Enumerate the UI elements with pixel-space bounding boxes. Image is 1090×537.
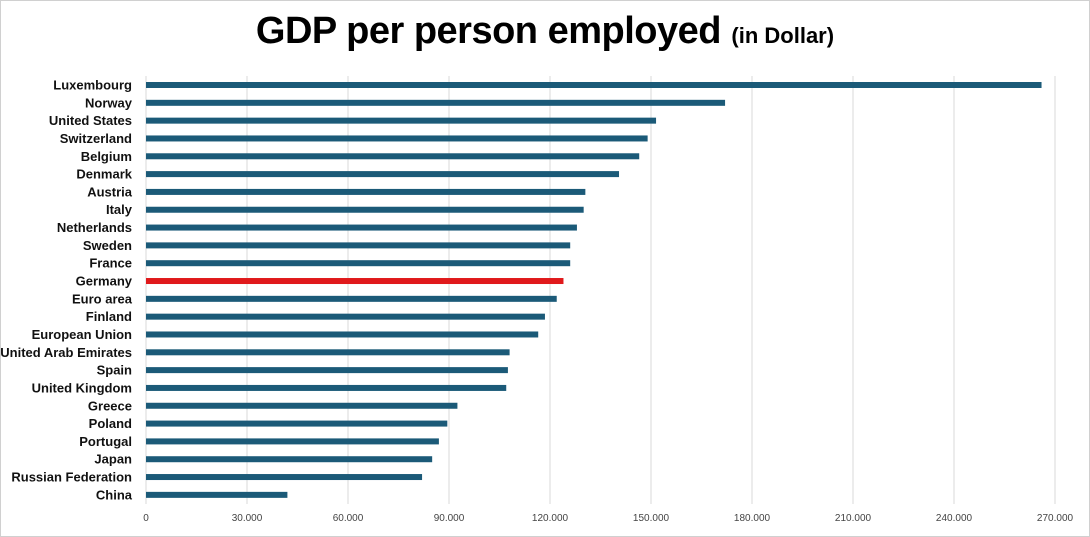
category-label: Euro area [72,291,133,306]
category-label: Denmark [76,167,132,182]
bar-finland [146,313,545,320]
category-label: Spain [97,363,132,378]
bar-greece [146,402,458,409]
x-tick-label: 240.000 [936,513,973,524]
bar-russian-federation [146,474,423,481]
bar-european-union [146,331,539,338]
gridlines [145,76,1056,504]
bar-china [146,491,288,498]
bar-netherlands [146,224,577,231]
bar-switzerland [146,135,648,142]
bar-euro-area [146,295,557,302]
category-label: Poland [89,416,132,431]
bar-spain [146,367,508,374]
category-label: Norway [85,95,133,110]
bar-denmark [146,171,620,178]
category-label: Russian Federation [11,470,132,485]
category-label: Belgium [81,149,132,164]
category-label: China [96,487,133,502]
category-label: Sweden [83,238,132,253]
x-tick-label: 60.000 [333,513,364,524]
category-label: United Arab Emirates [0,345,132,360]
x-tick-label: 270.000 [1037,513,1074,524]
category-label: European Union [32,327,132,342]
category-label: Netherlands [57,220,132,235]
x-tick-label: 30.000 [232,513,263,524]
category-labels: Luxembourg Norway United States Switzerland… [0,78,133,503]
bar-united-kingdom [146,384,507,391]
category-label: Switzerland [60,131,132,146]
category-label: Luxembourg [53,78,132,93]
bar-japan [146,456,433,463]
category-label: Japan [94,452,132,467]
category-label: United States [49,113,132,128]
x-tick-label: 210.000 [835,513,872,524]
x-axis-tick-labels: 0 30.000 60.000 90.000 120.000 150.000 180.000… [143,513,1073,524]
category-label: France [89,256,132,271]
bar-belgium [146,153,640,160]
category-label: Portugal [79,434,132,449]
bar-italy [146,206,584,213]
bar-germany [146,278,564,285]
bar-austria [146,188,586,195]
bar-france [146,260,571,267]
category-label: United Kingdom [32,380,132,395]
bar-poland [146,420,448,427]
category-label: Italy [106,202,133,217]
x-tick-label: 90.000 [434,513,465,524]
x-tick-label: 0 [143,513,149,524]
chart-title: GDP per person employed [255,10,722,52]
category-label: Greece [88,398,132,413]
bars [146,82,1042,498]
x-tick-label: 180.000 [734,513,771,524]
category-label: Finland [86,309,132,324]
x-tick-label: 150.000 [633,513,670,524]
category-label: Germany [76,274,133,289]
bar-luxembourg [146,82,1042,88]
x-tick-label: 120.000 [532,513,569,524]
bar-united-arab-emirates [146,349,510,356]
bar-sweden [146,242,571,249]
chart-subtitle: (in Dollar) [731,23,835,48]
bar-united-states [146,117,657,124]
bar-portugal [146,438,439,445]
chart-heading: GDP per person employed (in Dollar) [0,10,1090,53]
bar-norway [146,99,726,106]
category-label: Austria [87,184,133,199]
